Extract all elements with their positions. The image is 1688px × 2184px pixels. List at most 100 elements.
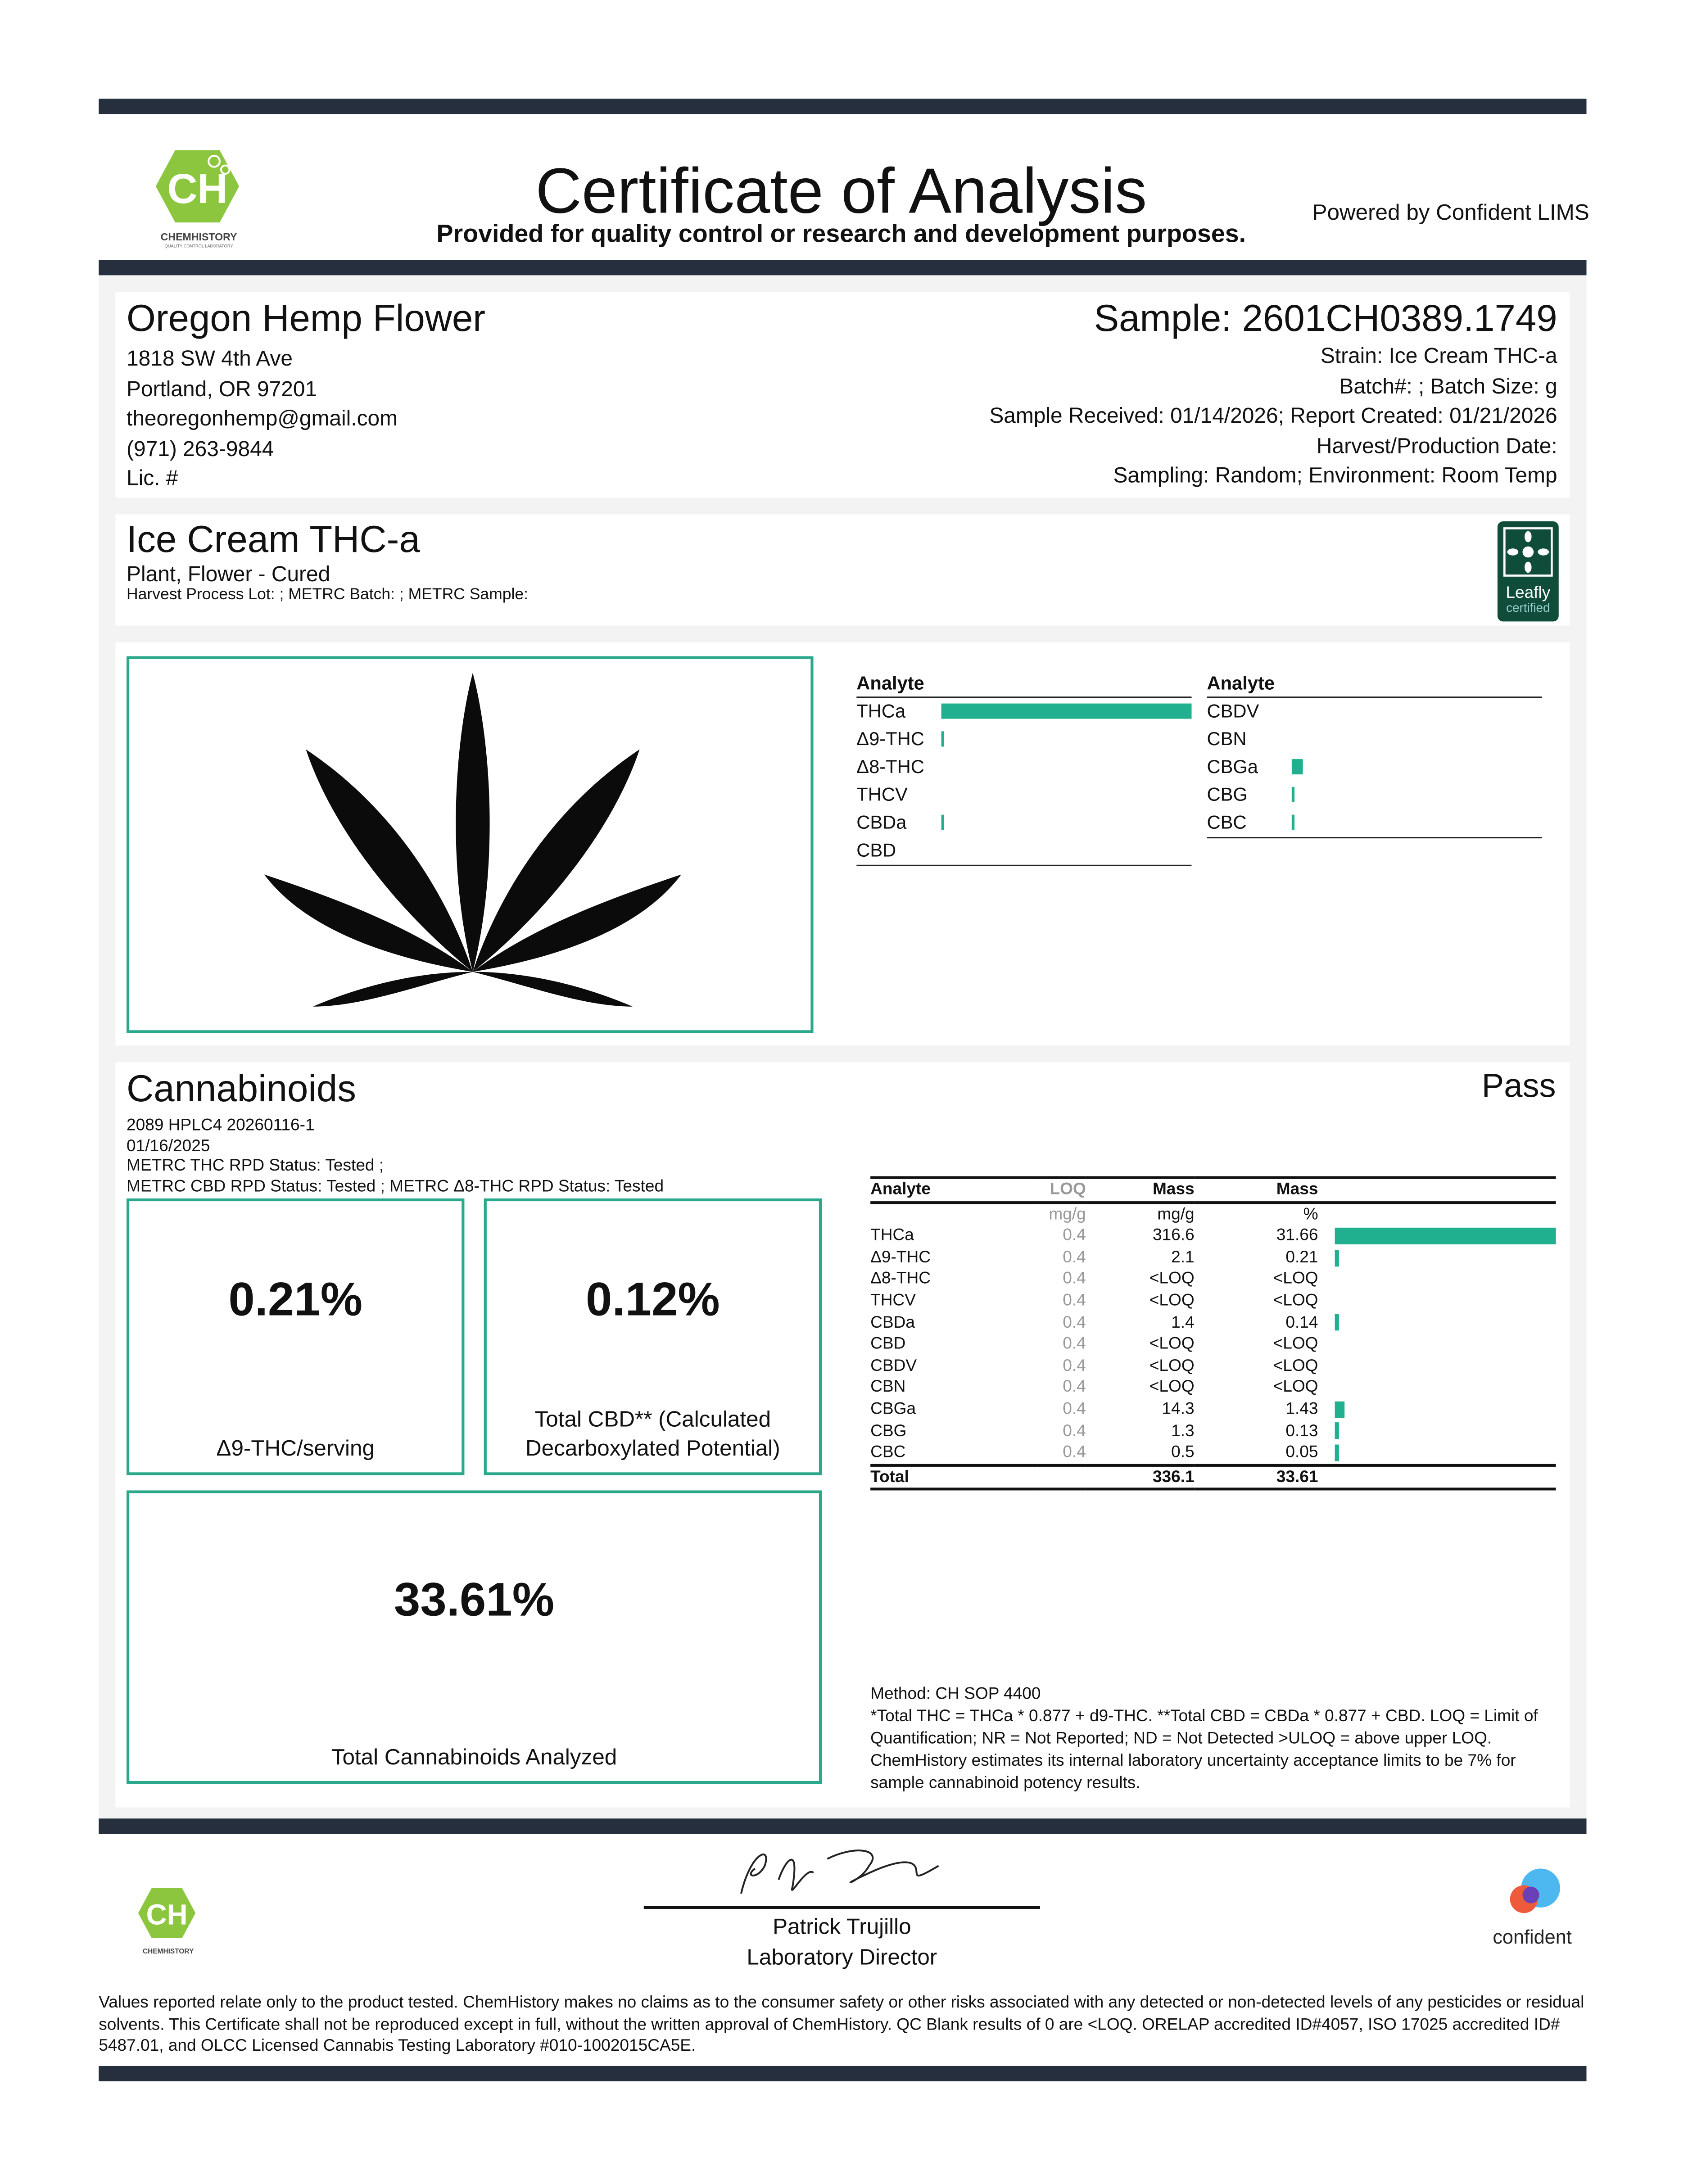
client-phone: (971) 263-9844 xyxy=(127,437,274,461)
cell: THCV xyxy=(870,1290,916,1310)
result-bar xyxy=(1335,1444,1339,1461)
overview-card: Analyte THCa Δ9-THC Δ8-THC THCV CBDa CBD Analy… xyxy=(115,642,1570,1046)
cell: Δ9-THC xyxy=(870,1247,931,1266)
table-row: Δ9-THC 0.4 2.1 0.21 xyxy=(870,1247,1556,1268)
client-name: Oregon Hemp Flower xyxy=(127,297,486,339)
cell: <LOQ xyxy=(1273,1355,1318,1375)
thc-serving-box: 0.21% Δ9-THC/serving xyxy=(127,1198,465,1475)
column-header: Mass xyxy=(1276,1179,1318,1198)
cell: 0.4 xyxy=(1063,1247,1086,1266)
cell: 0.4 xyxy=(1063,1311,1086,1332)
signature-image xyxy=(740,1849,939,1894)
overview-row: CBG xyxy=(1207,782,1542,809)
cell: 0.4 xyxy=(1063,1442,1086,1461)
analyte-name: CBD xyxy=(856,840,896,861)
cell: CBDa xyxy=(870,1311,915,1332)
result-bar xyxy=(1335,1401,1345,1418)
cell: 0.14 xyxy=(1285,1311,1318,1332)
table-row: THCV 0.4 <LOQ <LOQ xyxy=(870,1290,1556,1312)
cell: 0.4 xyxy=(1063,1268,1086,1288)
total-cell: Total xyxy=(870,1466,909,1486)
cell: <LOQ xyxy=(1149,1377,1195,1397)
analyte-name: Δ8-THC xyxy=(856,756,924,778)
cell: 0.4 xyxy=(1063,1355,1086,1375)
cell: 0.5 xyxy=(1171,1442,1195,1461)
leafly-text: Leafly xyxy=(1506,582,1551,602)
analyte-bar xyxy=(1291,814,1295,830)
leafly-badge: Leafly certified xyxy=(1497,521,1559,622)
cell: 2.1 xyxy=(1171,1247,1195,1266)
product-card: Ice Cream THC-a Plant, Flower - Cured Ha… xyxy=(115,514,1570,626)
analyte-name: CBC xyxy=(1207,812,1247,833)
cell: 0.4 xyxy=(1063,1420,1086,1440)
total-cbd-value: 0.12% xyxy=(586,1273,720,1327)
overview-row: CBC xyxy=(1207,809,1542,837)
table-row: Δ8-THC 0.4 <LOQ <LOQ xyxy=(870,1269,1556,1290)
cell: 316.6 xyxy=(1152,1225,1195,1245)
table-row: CBG 0.4 1.3 0.13 xyxy=(870,1420,1556,1442)
table-row: CBDa 0.4 1.4 0.14 xyxy=(870,1312,1556,1334)
cell: Δ8-THC xyxy=(870,1268,931,1288)
column-header: Analyte xyxy=(870,1179,931,1198)
overview-header: Analyte xyxy=(856,673,1192,698)
logo-text: CHEMHISTORY xyxy=(143,1948,194,1956)
cell: CBD xyxy=(870,1333,906,1353)
cell: 1.43 xyxy=(1285,1398,1318,1418)
analyte-name: THCV xyxy=(856,784,908,805)
table-row: CBC 0.4 0.5 0.05 xyxy=(870,1442,1556,1465)
cell: <LOQ xyxy=(1273,1377,1318,1397)
cell: 0.13 xyxy=(1285,1420,1318,1440)
unit xyxy=(870,1202,1037,1225)
column-header: LOQ xyxy=(1050,1179,1086,1198)
cell: THCa xyxy=(870,1225,914,1245)
cell: CBN xyxy=(870,1377,906,1397)
cell: <LOQ xyxy=(1149,1290,1195,1310)
client-address: 1818 SW 4th Ave xyxy=(127,348,293,371)
logo-subtext: QUALITY CONTROL LABORATORY xyxy=(164,243,233,249)
cell: <LOQ xyxy=(1149,1333,1195,1353)
method: Method: CH SOP 4400 xyxy=(870,1683,1041,1703)
powered-by: Powered by Confident LIMS xyxy=(1312,201,1589,226)
overview-chart-left: Analyte THCa Δ9-THC Δ8-THC THCV CBDa CBD xyxy=(856,673,1192,866)
hexagon-logo-icon: CH xyxy=(138,1888,196,1938)
rpd-status-thc: METRC THC RPD Status: Tested ; xyxy=(127,1155,384,1175)
units-row: mg/g mg/g% xyxy=(870,1202,1556,1225)
analyte-name: CBG xyxy=(1207,784,1248,805)
cell: 1.4 xyxy=(1171,1311,1195,1332)
total-cbd-box: 0.12% Total CBD** (Calculated Decarboxyl… xyxy=(484,1198,822,1475)
leafly-certified: certified xyxy=(1506,601,1550,615)
sample-batch: Batch#: ; Batch Size: g xyxy=(1339,375,1557,398)
analyte-bar xyxy=(941,814,944,830)
leafly-flower-icon xyxy=(1503,527,1553,577)
analyte-bar xyxy=(1291,787,1295,802)
analyte-name: CBN xyxy=(1207,728,1247,750)
total-cbd-label: Total CBD** (Calculated Decarboxylated P… xyxy=(525,1408,780,1461)
product-name: Ice Cream THC-a xyxy=(127,518,420,561)
cell: <LOQ xyxy=(1149,1268,1195,1288)
unit: mg/g xyxy=(1049,1203,1086,1223)
results-table: Analyte LOQ Mass Mass mg/g mg/g% THCa 0.4 316.6 3… xyxy=(870,1176,1556,1491)
harvest-date: Harvest/Production Date: xyxy=(1316,434,1557,458)
product-image-frame xyxy=(127,656,814,1033)
result-bar xyxy=(1335,1249,1339,1266)
cannabis-leaf-icon xyxy=(264,673,682,1007)
table-row: CBN 0.4 <LOQ <LOQ xyxy=(870,1377,1556,1398)
test-date: 01/16/2025 xyxy=(127,1135,210,1155)
result-bar xyxy=(1335,1314,1339,1331)
overview-header: Analyte xyxy=(1207,673,1542,698)
method-notes: *Total THC = THCa * 0.877 + d9-THC. **To… xyxy=(870,1706,1538,1792)
confident-logo-icon xyxy=(1510,1868,1560,1913)
table-header: Analyte LOQ Mass Mass xyxy=(870,1177,1556,1202)
signer-name: Patrick Trujillo xyxy=(773,1916,911,1940)
cell: <LOQ xyxy=(1273,1290,1318,1310)
analyte-bar xyxy=(941,703,1192,719)
cell: 31.66 xyxy=(1276,1225,1318,1245)
cell: CBG xyxy=(870,1420,907,1440)
run-id: 2089 HPLC4 20260116-1 xyxy=(127,1115,315,1135)
cell: CBGa xyxy=(870,1398,916,1418)
rpd-status-cbd: METRC CBD RPD Status: Tested ; METRC Δ8-… xyxy=(127,1175,664,1195)
header-bar xyxy=(99,260,1587,276)
signature-bar xyxy=(99,1818,1587,1834)
cannabinoids-card: Cannabinoids Pass 2089 HPLC4 20260116-1 … xyxy=(115,1062,1570,1808)
total-row: Total 336.1 33.61 xyxy=(870,1465,1556,1490)
